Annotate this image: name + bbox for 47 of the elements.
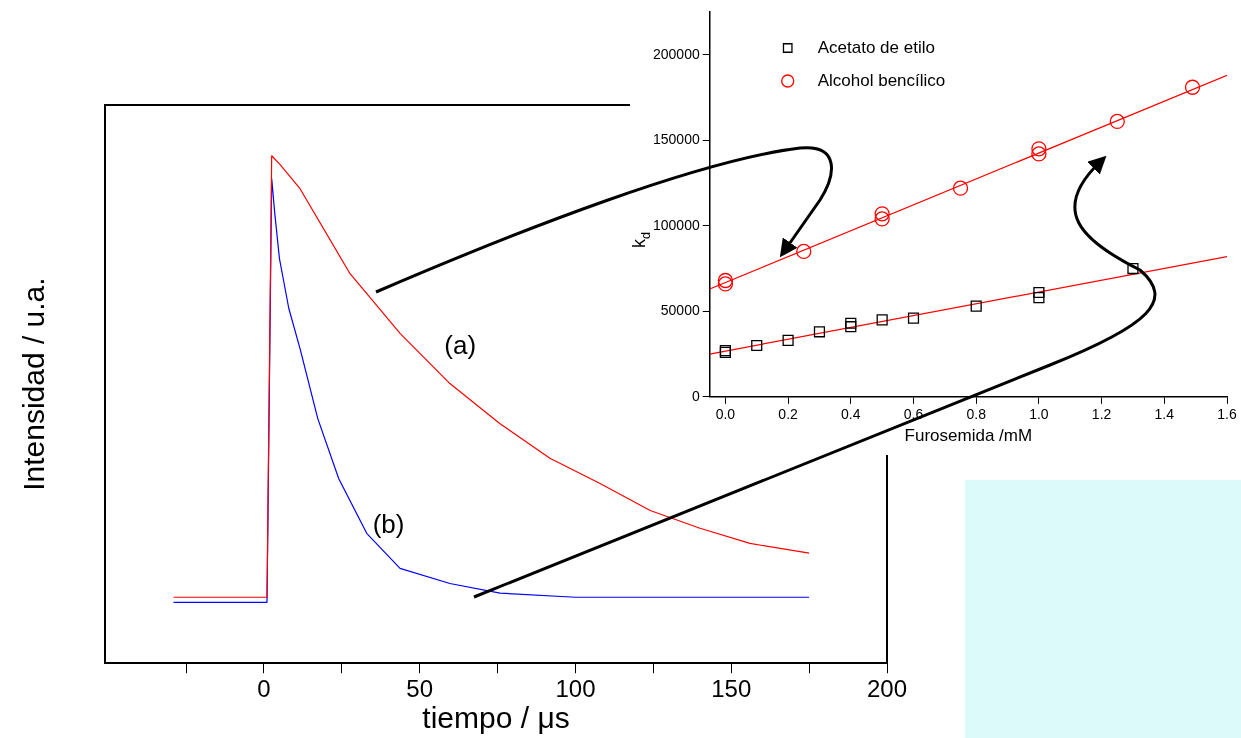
- point: [717, 272, 734, 289]
- point: [1109, 113, 1125, 130]
- point: [845, 321, 857, 333]
- point: [1184, 79, 1201, 95]
- x-tick-label: 150: [711, 675, 752, 703]
- point: [751, 339, 763, 352]
- x-tick-label: 200: [866, 675, 908, 703]
- x-tick-label: 1.0: [1029, 406, 1049, 423]
- x-tick-label: 0.4: [841, 406, 861, 423]
- x-tick-label: 0.8: [966, 406, 987, 423]
- x-tick-label: 1.2: [1091, 406, 1112, 423]
- point: [1031, 146, 1047, 162]
- point: [874, 206, 890, 222]
- y-tick-label: 200000: [653, 45, 700, 62]
- y-tick-label: 50000: [660, 302, 700, 319]
- point: [717, 276, 734, 292]
- legend-label: Acetato de etilo: [817, 37, 935, 57]
- point: [876, 314, 888, 326]
- point: [782, 334, 794, 346]
- point: [1127, 262, 1139, 275]
- point: [1033, 286, 1045, 299]
- x-tick-label: 0: [257, 675, 271, 703]
- x-axis-title: tiempo / μs: [422, 701, 570, 735]
- point: [952, 180, 969, 196]
- point: [1033, 292, 1045, 304]
- y-axis-title: Intensidad / u.a.: [17, 277, 51, 491]
- x-tick-label: 0.0: [715, 406, 736, 423]
- point: [845, 317, 857, 329]
- point: [970, 300, 982, 312]
- x-tick-label: 50: [406, 675, 434, 703]
- x-axis-title: Furosemida /mM: [904, 426, 1033, 446]
- point: [1031, 141, 1047, 157]
- point: [907, 312, 920, 324]
- y-axis-title: kd: [628, 231, 653, 248]
- x-tick-label: 0.2: [778, 406, 799, 423]
- y-tick-label: 100000: [653, 216, 700, 233]
- annotation: (a): [444, 329, 477, 360]
- y-tick-label: 150000: [653, 131, 700, 148]
- annotation: (b): [372, 509, 405, 540]
- point: [874, 211, 890, 227]
- point: [813, 326, 826, 338]
- x-tick-label: 100: [555, 675, 596, 703]
- point: [796, 243, 812, 260]
- x-tick-label: 1.6: [1217, 406, 1237, 423]
- y-tick-label: 0: [691, 387, 700, 404]
- legend-label: Alcohol bencílico: [817, 70, 946, 90]
- x-tick-label: 1.4: [1154, 406, 1175, 423]
